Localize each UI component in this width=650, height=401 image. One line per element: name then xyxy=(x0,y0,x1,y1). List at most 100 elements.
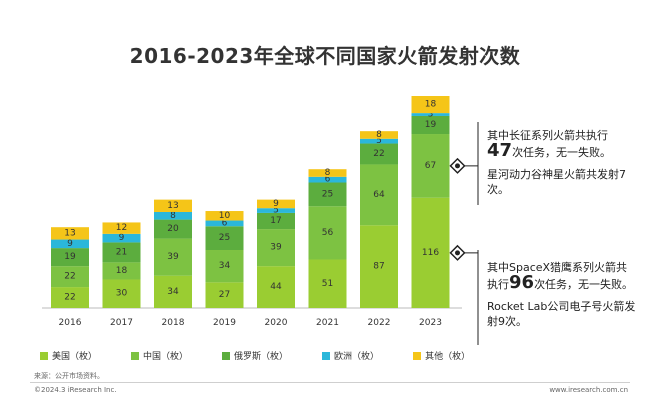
legend-label: 中国（枚） xyxy=(143,352,189,362)
bar-segment-2021-2 xyxy=(308,182,347,207)
data-label-2022-3: 5 xyxy=(376,136,382,146)
china-annotation-text-3: 星河动力谷神星火箭共发射7次。 xyxy=(487,168,626,196)
footer-divider xyxy=(30,382,630,383)
data-label-2022-1: 64 xyxy=(373,190,385,200)
us-annotation-text-3: Rocket Lab公司电子号火箭发射9次。 xyxy=(487,300,636,328)
data-label-2019-2: 25 xyxy=(219,233,230,243)
bar-segment-2022-0 xyxy=(360,225,398,308)
data-label-2023-4: 18 xyxy=(425,100,437,110)
us-marker-dot xyxy=(455,250,460,256)
us-annotation-prefix: 执行 xyxy=(487,278,509,291)
bar-segment-2019-4 xyxy=(205,211,244,221)
data-label-2019-4: 10 xyxy=(219,211,231,221)
x-tick-label-2019: 2019 xyxy=(213,318,236,328)
bar-segment-2020-1 xyxy=(257,229,295,267)
china-annotation-text-2: 次任务，无一失败。 xyxy=(512,146,612,159)
data-label-2023-2: 19 xyxy=(425,120,437,130)
bar-segment-2020-3 xyxy=(257,208,295,213)
china-marker-dot xyxy=(455,163,460,169)
x-tick-label-2020: 2020 xyxy=(265,318,288,328)
china-annotation-text: 其中长征系列火箭共执行 xyxy=(487,129,608,142)
china-annotation: 其中长征系列火箭共执行 47次任务，无一失败。 星河动力谷神星火箭共发射7次。 xyxy=(487,128,637,197)
legend-label: 其他（枚） xyxy=(425,352,471,362)
data-label-2022-4: 8 xyxy=(376,130,382,140)
bar-segment-2022-1 xyxy=(360,164,398,226)
bar-segment-2023-0 xyxy=(411,197,450,308)
bar-segment-2017-3 xyxy=(102,233,141,243)
data-label-2016-0: 22 xyxy=(64,293,75,303)
china-connector-line xyxy=(464,122,479,205)
x-tick-label-2023: 2023 xyxy=(419,318,442,328)
legend-swatch xyxy=(222,351,231,360)
data-label-2021-2: 25 xyxy=(322,189,333,199)
legend-swatch xyxy=(131,351,140,360)
bar-segment-2019-1 xyxy=(205,250,244,283)
data-label-2017-0: 30 xyxy=(116,289,128,299)
chart-title: 2016-2023年全球不同国家火箭发射次数 xyxy=(129,44,521,68)
us-connector-line xyxy=(464,250,479,345)
us-annotation: 其中SpaceX猎鹰系列火箭共 执行96次任务，无一失败。 Rocket Lab… xyxy=(487,260,637,329)
data-label-2017-2: 21 xyxy=(116,247,127,257)
us-annotation-text: 其中SpaceX猎鹰系列火箭共 xyxy=(487,261,628,274)
bar-segment-2022-2 xyxy=(360,143,398,165)
source-note: 来源：公开市场资料。 xyxy=(34,372,104,380)
legend-item-0: 美国（枚） xyxy=(40,349,97,362)
bar-segment-2018-1 xyxy=(154,238,192,276)
data-label-2019-3: 6 xyxy=(222,218,228,228)
bar-segment-2019-2 xyxy=(205,226,244,251)
bar-segment-2023-3 xyxy=(411,113,450,116)
bar-segment-2017-1 xyxy=(102,262,141,280)
data-label-2021-1: 56 xyxy=(322,228,334,238)
data-label-2020-4: 9 xyxy=(273,199,279,209)
data-label-2020-3: 5 xyxy=(273,206,279,216)
bar-segment-2018-0 xyxy=(154,275,192,308)
bar-segment-2016-3 xyxy=(51,239,89,249)
data-label-2023-3: 3 xyxy=(428,110,434,120)
bar-segment-2017-0 xyxy=(102,279,141,308)
x-tick-label-2017: 2017 xyxy=(110,318,133,328)
legend-swatch xyxy=(40,351,48,360)
data-label-2018-3: 8 xyxy=(170,211,176,221)
data-label-2016-3: 9 xyxy=(67,239,73,249)
bar-segment-2016-1 xyxy=(51,266,89,288)
data-label-2022-2: 22 xyxy=(373,149,384,159)
bar-segment-2018-4 xyxy=(154,199,192,212)
data-label-2021-4: 8 xyxy=(325,168,331,178)
data-label-2017-4: 12 xyxy=(116,223,127,233)
bar-segment-2021-0 xyxy=(308,259,347,308)
data-label-2017-1: 18 xyxy=(116,266,128,276)
legend-label: 俄罗斯（枚） xyxy=(234,352,289,362)
legend-label: 美国（枚） xyxy=(52,352,98,362)
legend-item-3: 欧洲（枚） xyxy=(322,349,379,362)
bar-segment-2022-3 xyxy=(360,138,398,144)
x-tick-label-2018: 2018 xyxy=(162,318,185,328)
data-label-2017-3: 9 xyxy=(119,233,125,243)
legend-label: 欧洲（枚） xyxy=(334,352,380,362)
data-label-2023-0: 116 xyxy=(422,248,439,258)
data-label-2016-1: 22 xyxy=(64,272,75,282)
us-annotation-text-2: 次任务，无一失败。 xyxy=(534,278,634,291)
bar-segment-2021-4 xyxy=(308,169,347,177)
legend-item-4: 其他（枚） xyxy=(413,349,470,362)
bar-segment-2017-4 xyxy=(102,222,141,234)
x-tick-label-2016: 2016 xyxy=(59,318,82,328)
bar-segment-2020-4 xyxy=(257,199,295,209)
data-label-2020-2: 17 xyxy=(270,216,281,226)
x-tick-label-2022: 2022 xyxy=(368,318,391,328)
data-label-2016-4: 13 xyxy=(64,228,75,238)
bar-segment-2019-0 xyxy=(205,282,244,308)
data-label-2021-0: 51 xyxy=(322,279,333,289)
data-label-2018-0: 34 xyxy=(167,287,179,297)
data-label-2022-0: 87 xyxy=(373,262,384,272)
legend-swatch xyxy=(413,351,422,360)
bar-segment-2018-2 xyxy=(154,219,192,239)
bar-segment-2023-4 xyxy=(411,96,450,114)
bar-segment-2019-3 xyxy=(205,220,244,227)
bar-segment-2021-3 xyxy=(308,176,347,183)
data-label-2019-1: 34 xyxy=(219,261,231,271)
data-label-2019-0: 27 xyxy=(219,290,230,300)
legend-item-2: 俄罗斯（枚） xyxy=(222,349,288,362)
bar-segment-2022-4 xyxy=(360,131,398,139)
bar-segment-2016-0 xyxy=(51,287,89,308)
